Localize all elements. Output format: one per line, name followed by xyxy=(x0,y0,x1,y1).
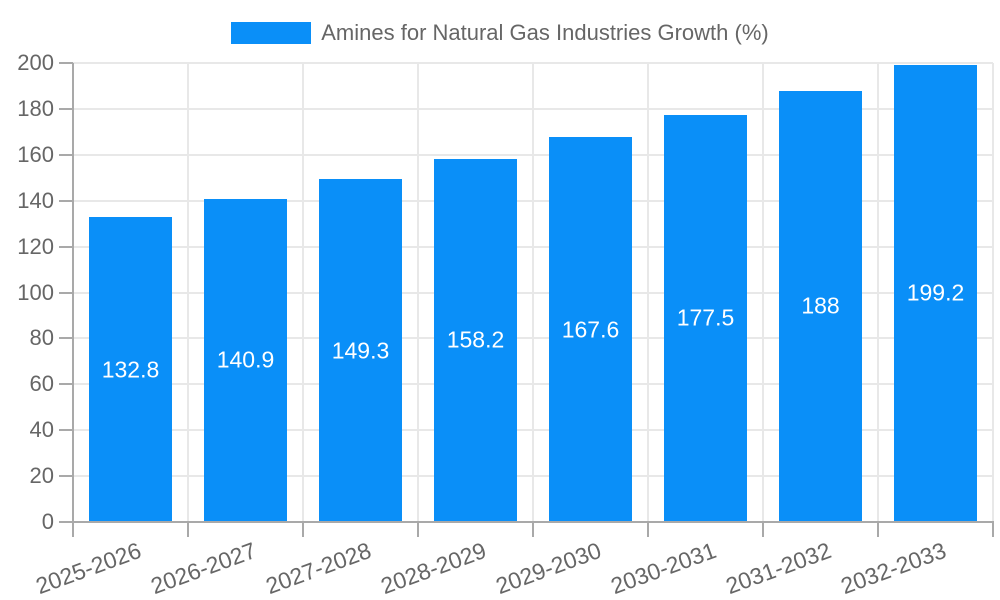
x-axis-tick xyxy=(302,522,304,537)
bar[interactable]: 177.5 xyxy=(664,114,747,522)
grid-line-vertical xyxy=(877,63,879,522)
x-axis-label: 2027-2028 xyxy=(261,537,375,600)
x-axis-label: 2028-2029 xyxy=(376,537,490,600)
x-axis-tick xyxy=(187,522,189,537)
y-axis-label: 80 xyxy=(29,325,54,351)
grid-line-vertical xyxy=(417,63,419,522)
bar[interactable]: 140.9 xyxy=(204,198,287,522)
y-axis-label: 0 xyxy=(41,509,54,534)
x-axis-label: 2030-2031 xyxy=(606,537,720,600)
y-axis-tick xyxy=(59,475,73,478)
grid-line-vertical xyxy=(532,63,534,522)
y-axis-tick xyxy=(59,429,73,432)
bar-value-label: 167.6 xyxy=(561,316,620,343)
bar-value-label: 158.2 xyxy=(446,326,505,353)
legend-label: Amines for Natural Gas Industries Growth… xyxy=(321,20,769,45)
y-axis-label: 160 xyxy=(17,141,54,167)
bar[interactable]: 132.8 xyxy=(89,217,172,522)
x-axis-line xyxy=(72,521,994,523)
y-axis-tick xyxy=(59,337,73,340)
x-axis-tick xyxy=(417,522,419,537)
bar[interactable]: 149.3 xyxy=(319,179,402,522)
bar[interactable]: 167.6 xyxy=(549,137,632,522)
bar-value-label: 199.2 xyxy=(906,279,965,306)
y-axis-label: 100 xyxy=(17,279,54,305)
x-axis-label: 2025-2026 xyxy=(31,537,145,600)
y-axis-tick xyxy=(59,107,73,110)
x-axis-label: 2032-2033 xyxy=(836,537,950,600)
bar-value-label: 188 xyxy=(801,292,840,319)
bar[interactable]: 158.2 xyxy=(434,158,517,522)
grid-line-vertical xyxy=(187,63,189,522)
y-axis-tick xyxy=(59,291,73,294)
y-axis-label: 60 xyxy=(29,371,54,397)
bar-value-label: 149.3 xyxy=(331,337,390,364)
x-axis-tick xyxy=(647,522,649,537)
x-axis-label: 2026-2027 xyxy=(146,537,260,600)
y-axis-line xyxy=(72,63,74,522)
y-axis-tick xyxy=(59,199,73,202)
grid-line-vertical xyxy=(302,63,304,522)
y-axis-label: 140 xyxy=(17,187,54,213)
x-axis-tick xyxy=(72,522,74,537)
y-axis-tick xyxy=(59,245,73,248)
grid-line-vertical xyxy=(762,63,764,522)
y-axis-tick xyxy=(59,153,73,156)
y-axis-tick xyxy=(59,521,73,523)
grid-line-vertical xyxy=(992,63,994,522)
bar[interactable]: 199.2 xyxy=(894,64,977,522)
x-axis-label: 2029-2030 xyxy=(491,537,605,600)
y-axis-label: 120 xyxy=(17,233,54,259)
y-axis-tick xyxy=(59,62,73,64)
x-axis-tick xyxy=(877,522,879,537)
x-axis-label: 2031-2032 xyxy=(721,537,835,600)
bar-value-label: 132.8 xyxy=(101,356,160,383)
x-axis-tick xyxy=(532,522,534,537)
bar[interactable]: 188 xyxy=(779,90,862,522)
legend-swatch xyxy=(231,22,312,44)
y-axis-label: 180 xyxy=(17,95,54,121)
y-axis-label: 200 xyxy=(17,50,54,75)
bar-value-label: 177.5 xyxy=(676,304,735,331)
y-axis-label: 40 xyxy=(29,417,54,443)
y-axis-label: 20 xyxy=(29,463,54,489)
bar-value-label: 140.9 xyxy=(216,346,275,373)
x-axis-tick xyxy=(762,522,764,537)
y-axis-tick xyxy=(59,383,73,386)
x-axis-tick xyxy=(992,522,994,537)
grid-line-vertical xyxy=(647,63,649,522)
chart-legend[interactable]: Amines for Natural Gas Industries Growth… xyxy=(0,21,1000,45)
